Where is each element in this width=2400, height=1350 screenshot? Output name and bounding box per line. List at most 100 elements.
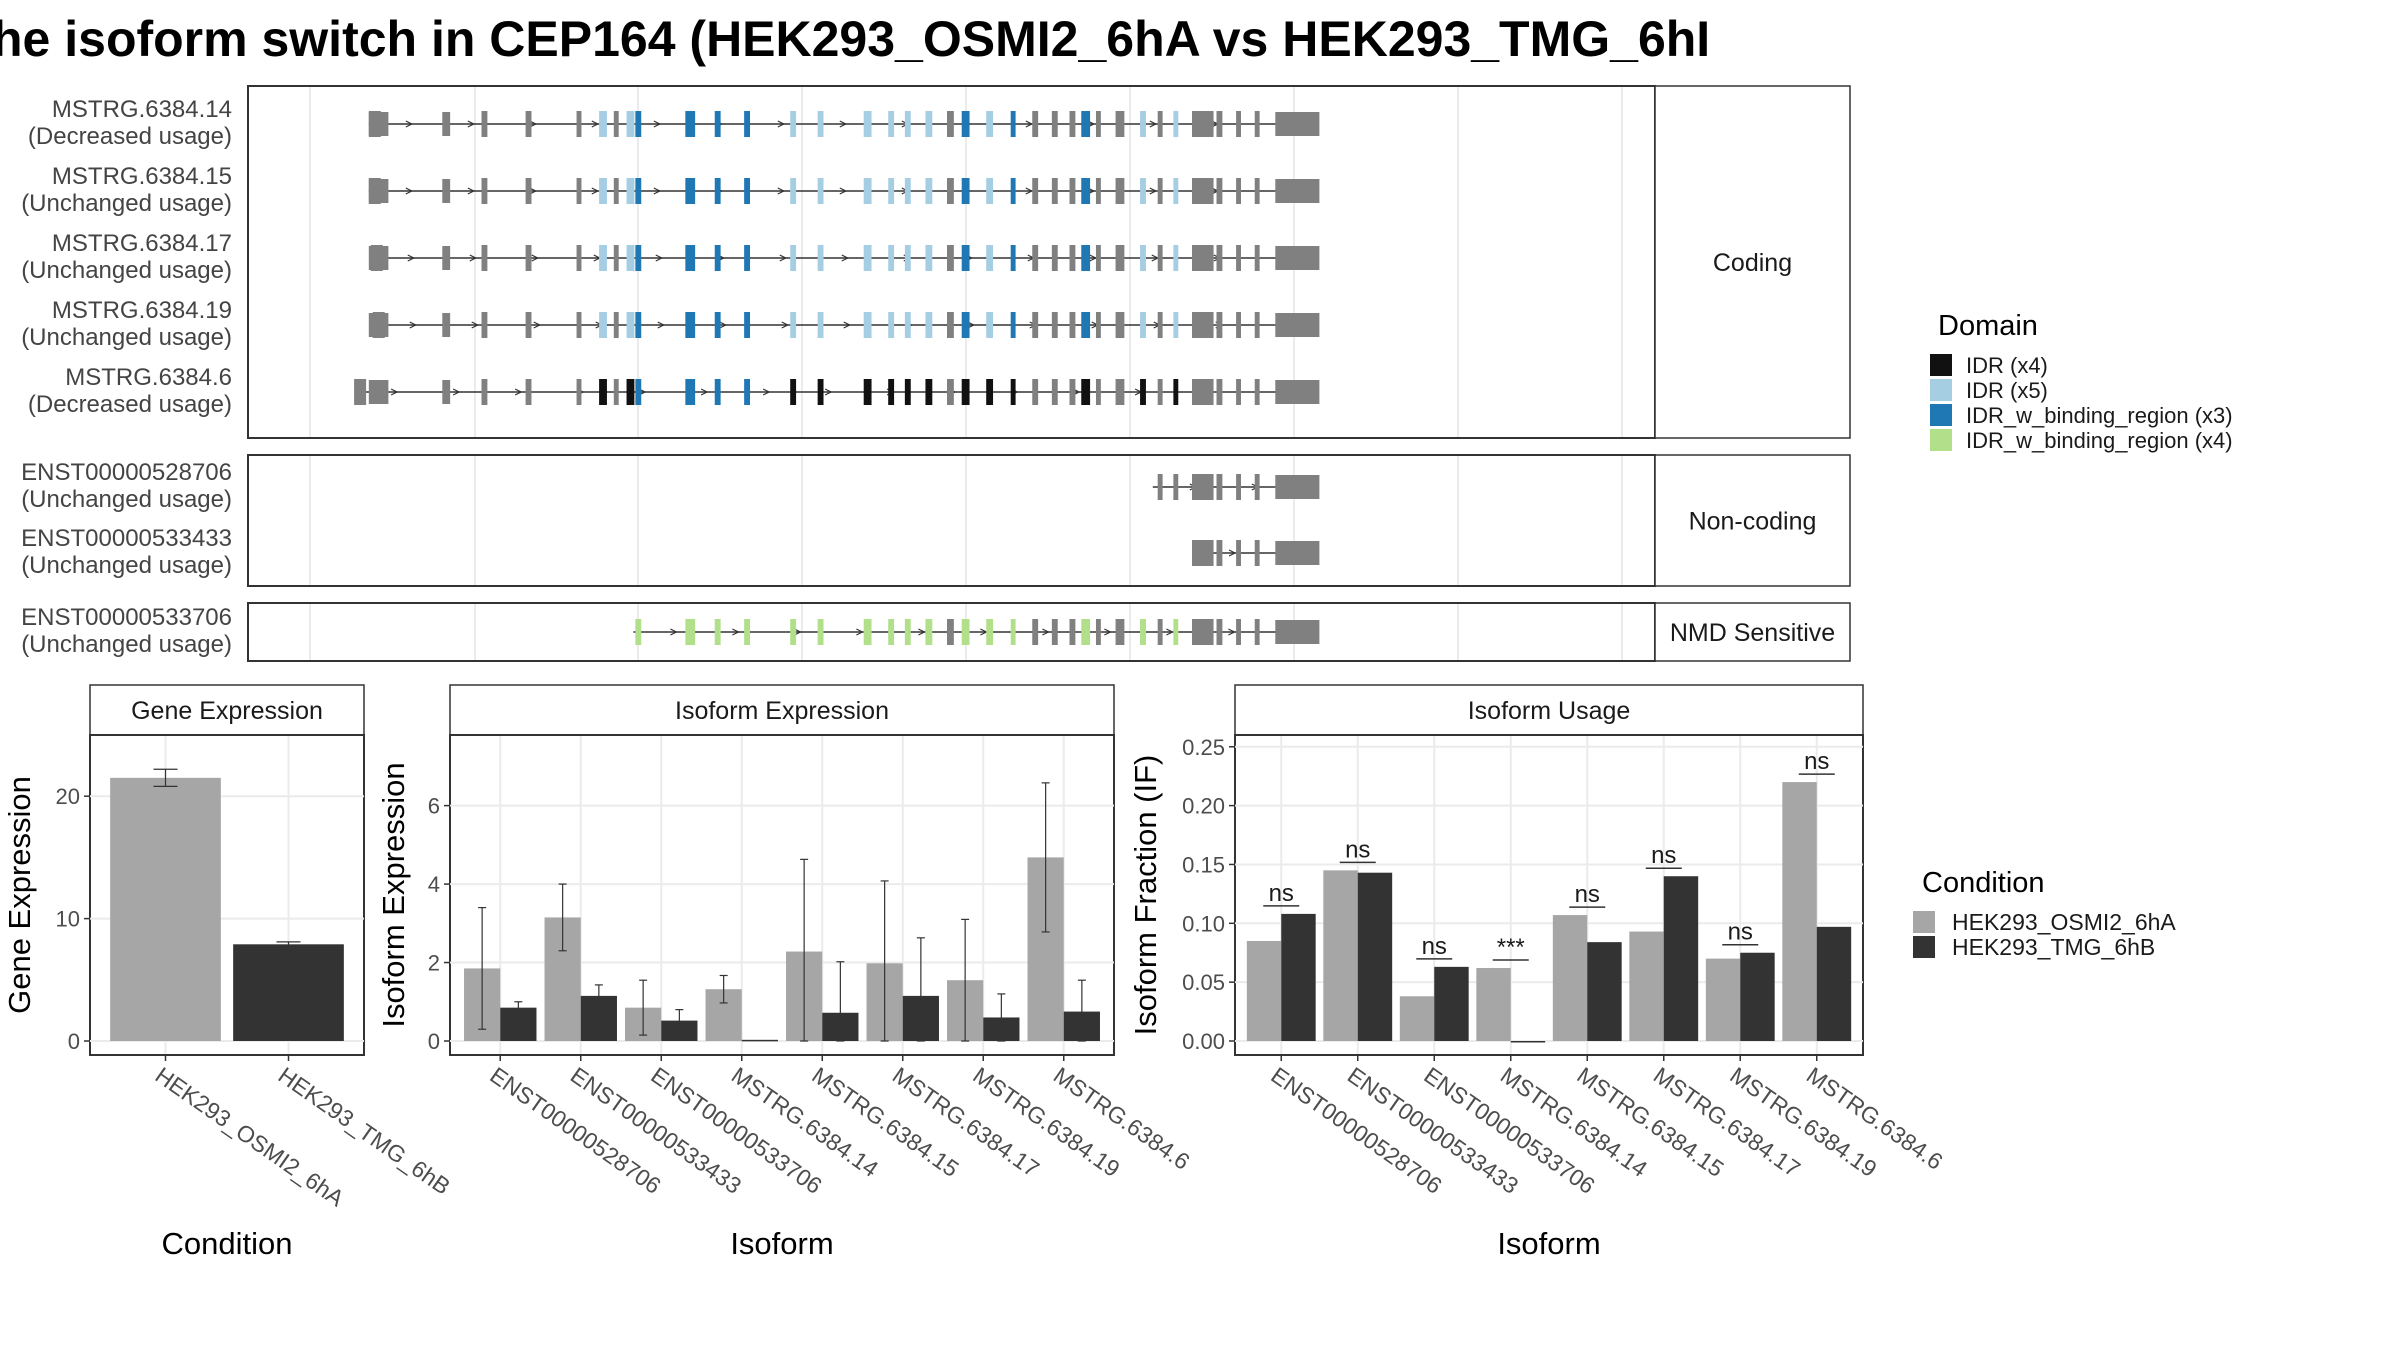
exon-block bbox=[947, 379, 954, 405]
exon-block bbox=[1254, 540, 1260, 566]
exon-block bbox=[1173, 312, 1179, 338]
exon-block bbox=[1051, 245, 1058, 271]
isoform-usage-label: (Unchanged usage) bbox=[21, 257, 232, 284]
isoform-usage-chart: Isoform Usage0.000.050.100.150.200.25nsE… bbox=[1128, 684, 1948, 1261]
intron-direction-arrow bbox=[653, 187, 662, 195]
chart-strip bbox=[89, 684, 365, 736]
exon-block bbox=[1081, 379, 1091, 405]
chart-title: Isoform Usage bbox=[1468, 697, 1631, 725]
exon-block bbox=[1095, 379, 1101, 405]
bar bbox=[1246, 940, 1282, 1041]
exon-block bbox=[1095, 111, 1101, 137]
intron-direction-arrow bbox=[967, 321, 976, 329]
intron-direction-arrow bbox=[781, 321, 790, 329]
exon-block bbox=[790, 178, 797, 204]
intron-direction-arrow bbox=[1025, 187, 1034, 195]
exon-block bbox=[1254, 312, 1260, 338]
exon-block bbox=[1115, 312, 1125, 338]
exon-block bbox=[685, 178, 696, 204]
x-tick-label: MSTRG.6384.19 bbox=[968, 1062, 1124, 1182]
exon-block bbox=[635, 619, 642, 645]
exon-block bbox=[1275, 620, 1320, 644]
y-tick-label: 0.05 bbox=[1182, 970, 1225, 995]
condition-legend-title: Condition bbox=[1922, 867, 2045, 899]
significance-label: ns bbox=[1422, 933, 1447, 960]
x-axis-title: Isoform bbox=[730, 1226, 833, 1261]
intron-direction-arrow bbox=[1149, 120, 1158, 128]
exon-block bbox=[1032, 379, 1039, 405]
y-axis-title: Isoform Fraction (IF) bbox=[1128, 755, 1163, 1036]
exon-block bbox=[961, 245, 970, 271]
condition-legend-key bbox=[1913, 911, 1935, 933]
intron-direction-arrow bbox=[1025, 120, 1034, 128]
bar bbox=[1587, 942, 1622, 1041]
isoform-usage-label: (Unchanged usage) bbox=[21, 486, 232, 513]
exon-block bbox=[1010, 379, 1016, 405]
exon-block bbox=[925, 379, 933, 405]
exon-block bbox=[1051, 379, 1058, 405]
exon-block bbox=[1032, 111, 1039, 137]
exon-block bbox=[613, 379, 619, 405]
exon-block bbox=[863, 245, 872, 271]
condition-legend-label: HEK293_OSMI2_6hA bbox=[1952, 909, 2176, 935]
exon-block bbox=[986, 379, 994, 405]
exon-block bbox=[525, 245, 532, 271]
y-tick-label: 0.00 bbox=[1182, 1029, 1225, 1054]
bar bbox=[1357, 872, 1393, 1041]
structure-group-label: NMD Sensitive bbox=[1670, 619, 1835, 647]
exon-block bbox=[925, 312, 933, 338]
intron-direction-arrow bbox=[452, 388, 461, 396]
x-tick-label: MSTRG.6384.17 bbox=[888, 1062, 1044, 1182]
exon-block bbox=[888, 111, 895, 137]
bar bbox=[1434, 966, 1469, 1041]
exon-block bbox=[1032, 619, 1039, 645]
exon-block bbox=[1157, 178, 1163, 204]
exon-block bbox=[1173, 245, 1179, 271]
exon-block bbox=[1173, 178, 1179, 204]
exon-block bbox=[442, 246, 451, 270]
exon-block bbox=[1032, 178, 1039, 204]
exon-block bbox=[370, 245, 383, 271]
bar bbox=[1323, 870, 1358, 1041]
exon-block bbox=[442, 112, 451, 136]
exon-block bbox=[817, 619, 824, 645]
intron-direction-arrow bbox=[732, 628, 740, 636]
exon-block bbox=[817, 245, 824, 271]
exon-block bbox=[1173, 111, 1179, 137]
exon-block bbox=[863, 178, 872, 204]
exon-block bbox=[1192, 111, 1214, 137]
exon-block bbox=[1032, 312, 1039, 338]
bar bbox=[1476, 968, 1511, 1041]
bar bbox=[1510, 1041, 1546, 1043]
exon-block bbox=[685, 111, 696, 137]
exon-block bbox=[961, 619, 970, 645]
exon-block bbox=[1095, 245, 1101, 271]
exon-block bbox=[1157, 474, 1163, 500]
exon-block bbox=[790, 619, 797, 645]
exon-block bbox=[635, 178, 642, 204]
y-tick-label: 6 bbox=[428, 794, 440, 819]
exon-block bbox=[1275, 380, 1320, 404]
exon-block bbox=[744, 312, 751, 338]
isoform-name-label: MSTRG.6384.19 bbox=[52, 297, 232, 324]
domain-legend: Domain IDR (x4)IDR (x5)IDR_w_binding_reg… bbox=[1930, 310, 2233, 453]
intron-direction-arrow bbox=[843, 321, 852, 329]
exon-block bbox=[442, 179, 451, 203]
chart-title: Isoform Expression bbox=[675, 697, 889, 725]
exon-block bbox=[368, 178, 381, 204]
bar bbox=[1399, 996, 1435, 1041]
bar bbox=[1552, 915, 1588, 1041]
domain-legend-label: IDR_w_binding_region (x4) bbox=[1966, 428, 2233, 453]
exon-block bbox=[1254, 474, 1260, 500]
exon-block bbox=[986, 111, 994, 137]
intron-direction-arrow bbox=[469, 254, 478, 262]
exon-block bbox=[1236, 178, 1241, 204]
exon-block bbox=[1254, 111, 1260, 137]
isoform-usage-label: (Decreased usage) bbox=[28, 123, 232, 150]
isoform-usage-label: (Unchanged usage) bbox=[21, 324, 232, 351]
exon-block bbox=[947, 245, 954, 271]
significance-label: ns bbox=[1575, 881, 1600, 908]
intron-direction-arrow bbox=[1228, 549, 1237, 557]
